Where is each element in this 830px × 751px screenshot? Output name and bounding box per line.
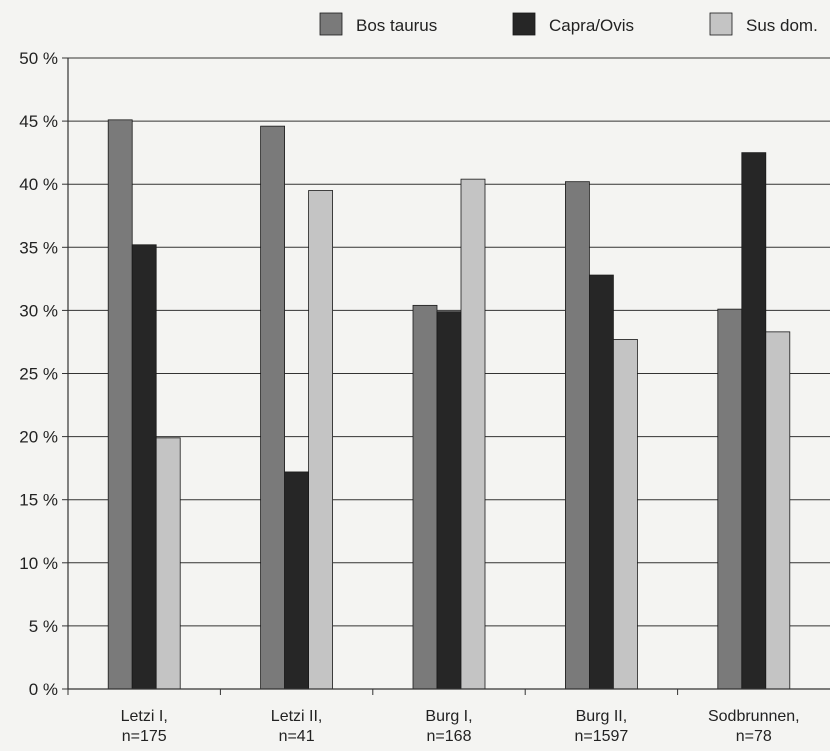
bar-capra-ovis-1	[284, 471, 310, 690]
x-tick-label: n=78	[736, 728, 772, 745]
legend-item: Sus dom.	[709, 12, 818, 36]
bar-capra-ovis-3	[589, 274, 614, 690]
legend-label: Bos taurus	[356, 16, 437, 35]
x-tick-label: n=168	[427, 728, 472, 745]
bars	[107, 119, 791, 690]
y-tick-label: 10 %	[19, 554, 58, 573]
x-tick-label: Letzi I,	[121, 708, 168, 725]
y-tick-label: 15 %	[19, 491, 58, 510]
y-tick-label: 25 %	[19, 365, 58, 384]
bar-sus-dom--1	[308, 190, 334, 690]
y-axis: 0 % 5 % 10 % 15 % 20 % 25 % 30 % 35 % 40 % 45 % 50…	[19, 49, 69, 699]
bar-sus-dom--3	[613, 339, 638, 690]
bar-bos-taurus-0	[107, 119, 133, 690]
x-tick-label: Burg I,	[425, 708, 472, 725]
legend: Bos taurus Capra/Ovis Sus dom.	[319, 12, 818, 36]
bar-sus-dom--0	[155, 437, 181, 690]
bar-capra-ovis-4	[741, 152, 767, 690]
y-tick-label: 30 %	[19, 301, 58, 320]
legend-label: Capra/Ovis	[549, 16, 634, 35]
x-tick-label: n=1597	[574, 728, 628, 745]
bar-bos-taurus-3	[565, 181, 590, 690]
legend-label: Sus dom.	[746, 16, 818, 35]
x-tick-label: n=41	[279, 728, 315, 745]
legend-swatch	[709, 12, 733, 36]
bar-bos-taurus-1	[260, 125, 286, 690]
x-axis: Letzi I, n=175 Letzi II, n=41 Burg I, n=168 Bu…	[67, 688, 830, 745]
y-tick-label: 50 %	[19, 49, 58, 68]
x-tick-label: Burg II,	[576, 708, 628, 725]
y-tick-label: 45 %	[19, 112, 58, 131]
legend-swatch	[512, 12, 536, 36]
x-tick-label: Sodbrunnen,	[708, 708, 800, 725]
bar-bos-taurus-2	[412, 304, 438, 690]
bar-capra-ovis-2	[436, 311, 462, 690]
y-tick-label: 20 %	[19, 428, 58, 447]
legend-item: Capra/Ovis	[512, 12, 634, 36]
x-tick-label: Letzi II,	[271, 708, 323, 725]
y-tick-label: 5 %	[29, 617, 58, 636]
y-tick-label: 35 %	[19, 238, 58, 257]
y-tick-label: 0 %	[29, 680, 58, 699]
bar-bos-taurus-4	[717, 308, 743, 690]
y-tick-label: 40 %	[19, 175, 58, 194]
bar-capra-ovis-0	[131, 244, 157, 690]
bar-sus-dom--4	[765, 331, 791, 690]
bar-sus-dom--2	[460, 178, 486, 690]
legend-swatch	[319, 12, 343, 36]
legend-item: Bos taurus	[319, 12, 437, 36]
x-tick-label: n=175	[122, 728, 167, 745]
